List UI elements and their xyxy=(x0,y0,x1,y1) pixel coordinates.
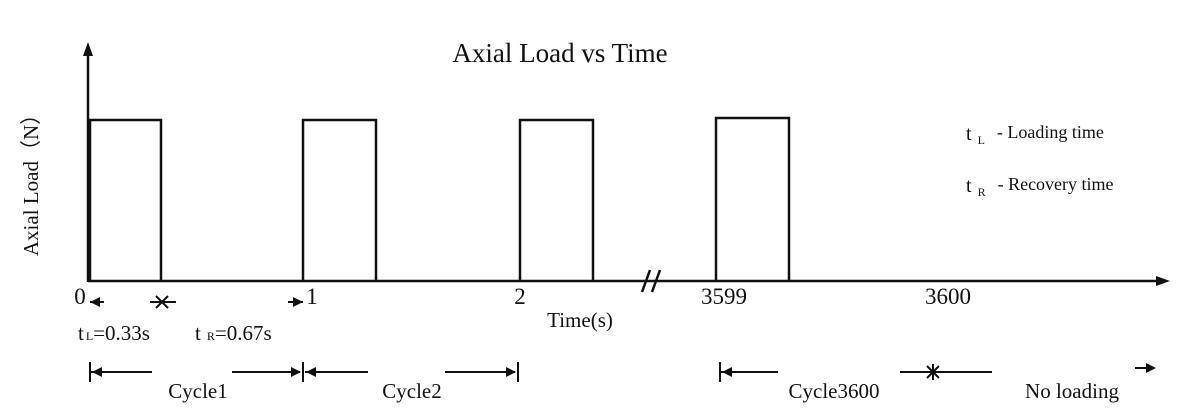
legend-text: - Loading time xyxy=(997,122,1104,142)
axes xyxy=(83,42,1170,293)
annotation: t L=0.33s xyxy=(78,321,150,345)
y-axis-label: Axial Load（N） xyxy=(19,104,43,256)
load-pulses xyxy=(88,116,791,281)
annotation-text: =0.67s xyxy=(215,321,272,345)
legend-subscript: L xyxy=(978,133,985,147)
cycle-label: Cycle3600 xyxy=(789,379,880,403)
x-tick-label: 3600 xyxy=(925,284,971,309)
legend-text: - Recovery time xyxy=(998,174,1114,194)
legend-subscript: R xyxy=(978,185,986,199)
cycle-label: Cycle2 xyxy=(382,379,441,403)
duration-markers xyxy=(90,295,303,309)
annotation-symbol: t xyxy=(78,321,84,345)
annotation-subscript: L xyxy=(86,329,93,343)
legend-symbol: t xyxy=(966,123,972,145)
x-tick-label: 3599 xyxy=(701,284,747,309)
cycle-label: Cycle1 xyxy=(168,379,227,403)
x-tick-label: 1 xyxy=(306,284,318,309)
cycle-label: No loading xyxy=(1025,379,1119,403)
annotation-subscript: R xyxy=(207,329,215,343)
legend-symbol: t xyxy=(966,175,972,197)
title: Axial Load vs Time xyxy=(452,38,667,68)
annotation: t R=0.67s xyxy=(195,321,272,345)
annotation-symbol: t xyxy=(195,321,201,345)
annotation-text: =0.33s xyxy=(93,321,150,345)
x-axis-label: Time(s) xyxy=(547,308,613,332)
x-tick-label: 0 xyxy=(74,284,86,309)
x-tick-label: 2 xyxy=(514,284,526,309)
cycle-arrows xyxy=(89,362,1156,382)
